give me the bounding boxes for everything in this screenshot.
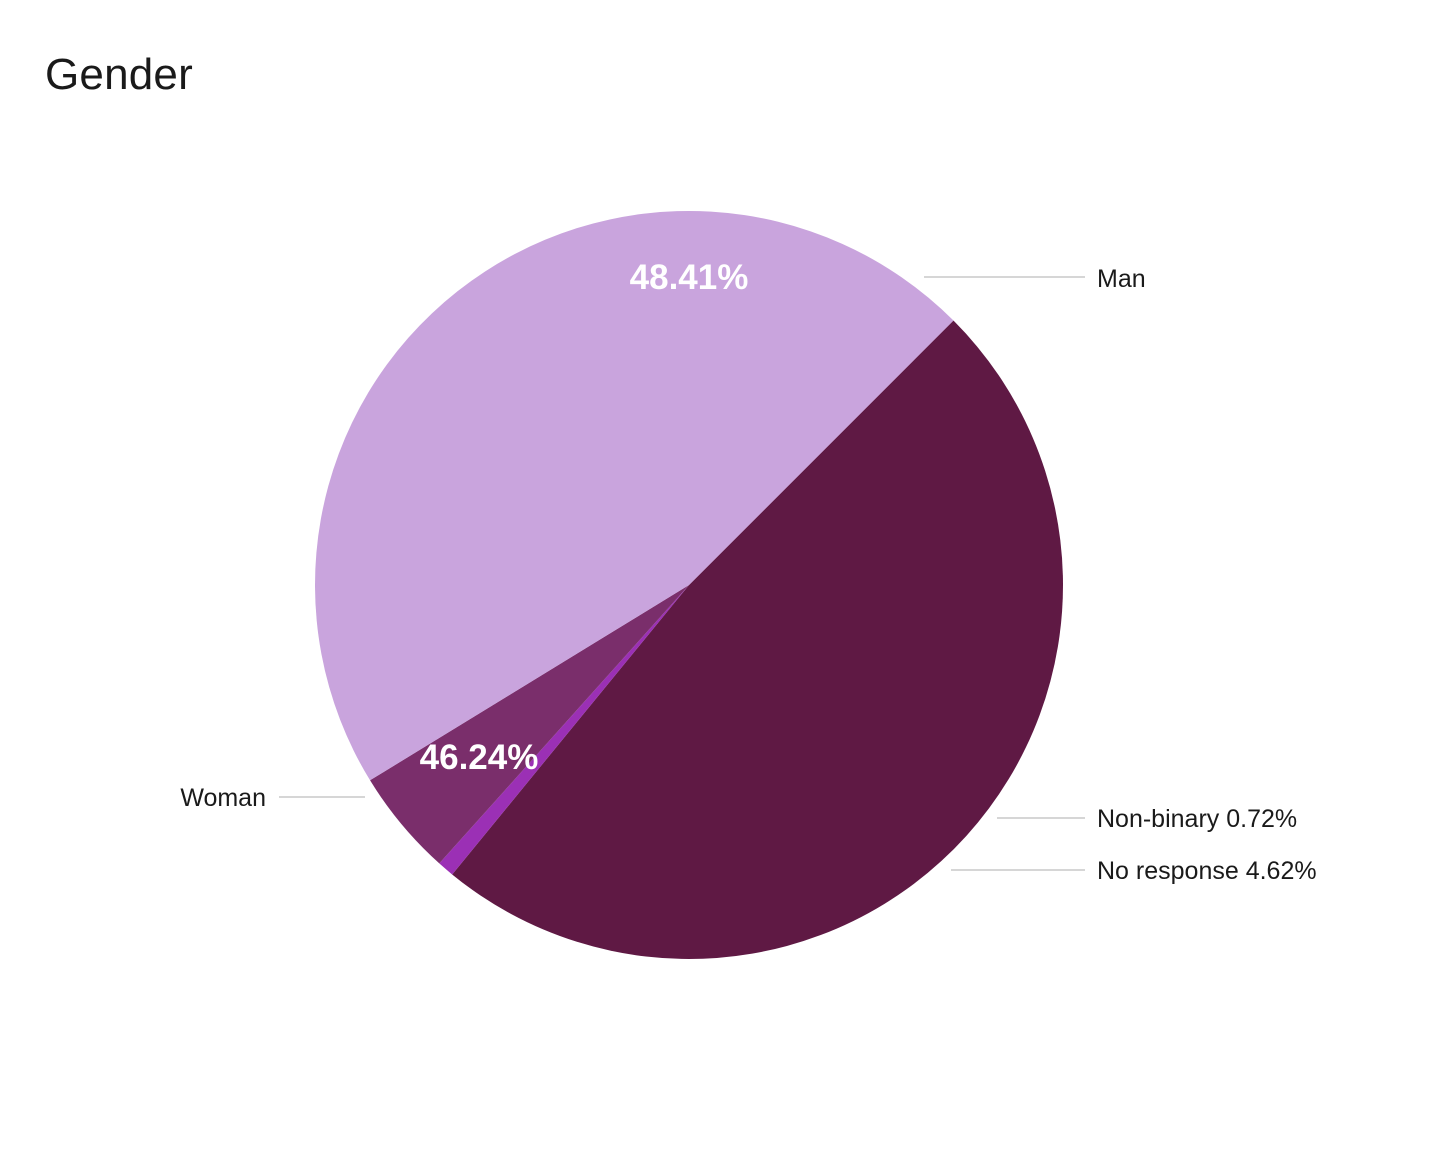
slice-name-label-woman: Woman: [180, 784, 266, 812]
slice-labels: 48.41% Man Non-binary 0.72% No response 4.6…: [180, 258, 1316, 885]
slice-value-label-man: 48.41%: [630, 258, 749, 297]
slice-name-label-no-response: No response 4.62%: [1097, 857, 1317, 885]
pie-slices: [314, 210, 1063, 959]
slice-name-label-man: Man: [1097, 265, 1146, 293]
slice-name-label-non-binary: Non-binary 0.72%: [1097, 805, 1297, 833]
leader-lines: [279, 276, 1085, 871]
pie-slice-no-response[interactable]: [370, 585, 689, 864]
chart-title: Gender: [45, 50, 193, 99]
slice-value-label-woman: 46.24%: [420, 738, 539, 777]
pie-slice-woman[interactable]: [314, 210, 954, 781]
pie-slice-non-binary[interactable]: [439, 585, 689, 875]
pie-slice-man[interactable]: [452, 320, 1063, 959]
